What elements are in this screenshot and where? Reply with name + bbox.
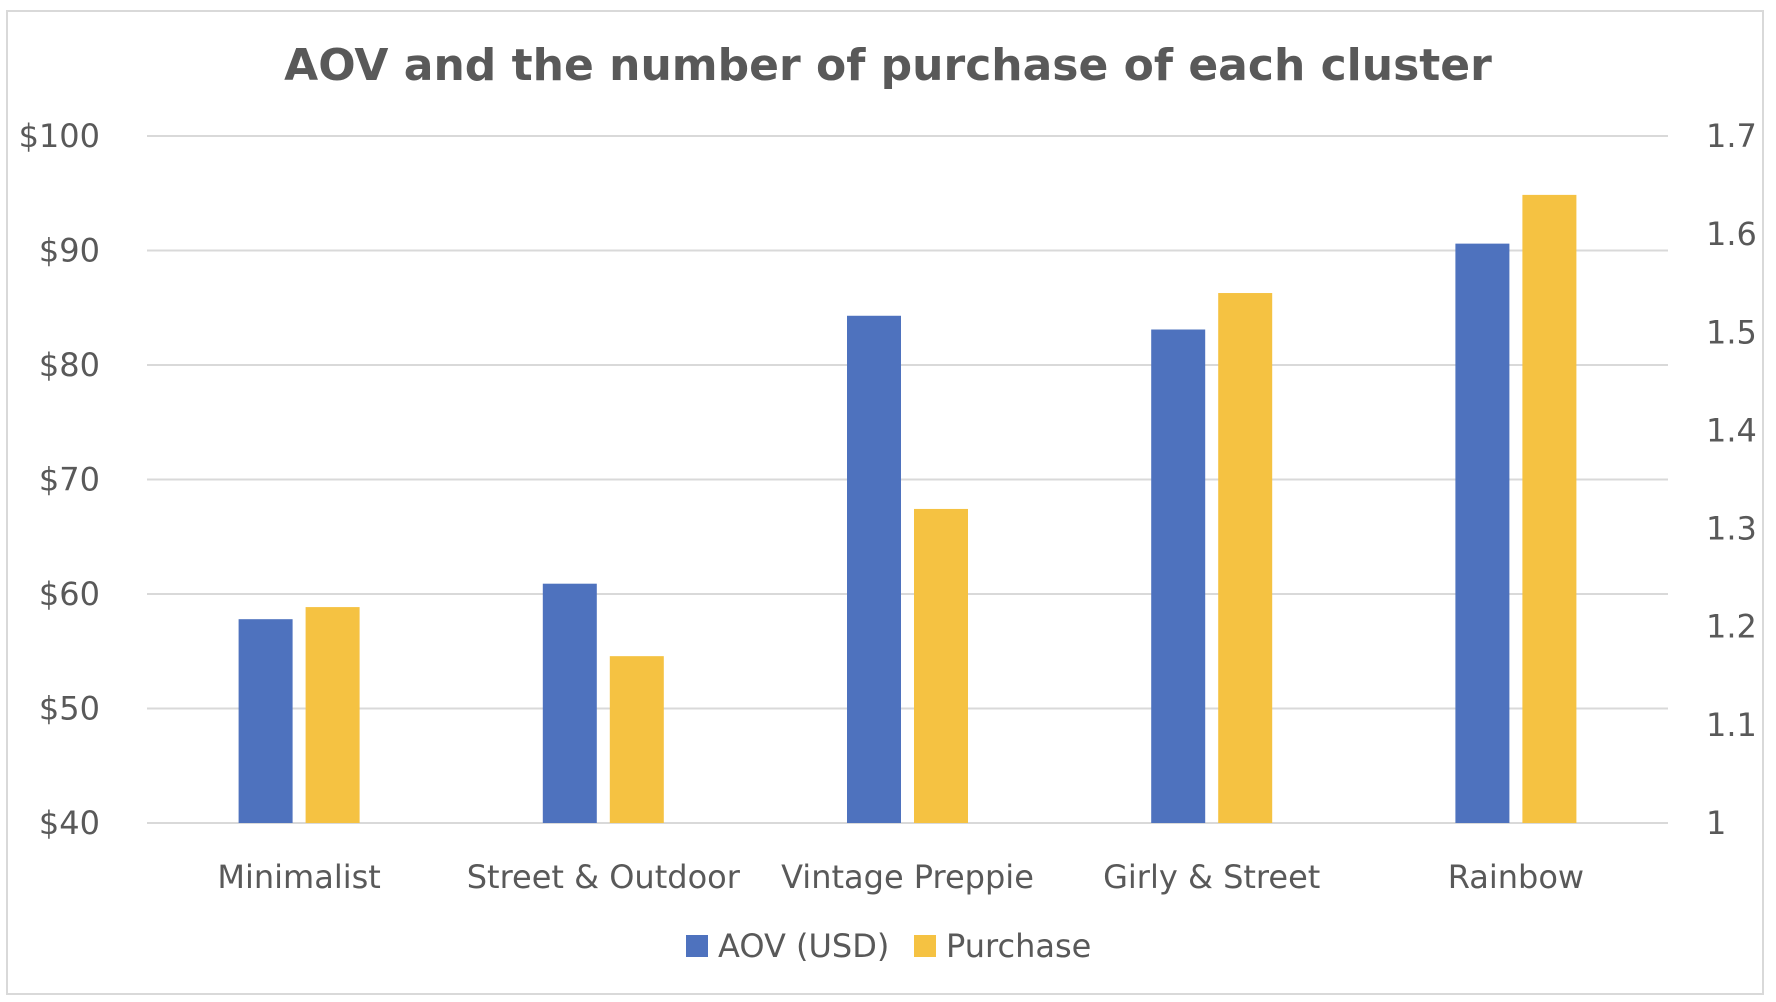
bar-purchase-girly-street xyxy=(1218,293,1273,823)
bar-aov-usd-girly-street xyxy=(1151,329,1206,823)
bar-purchase-street-outdoor xyxy=(609,656,664,823)
right-tick-label: 1.7 xyxy=(1706,117,1757,155)
bar-purchase-rainbow xyxy=(1522,194,1577,823)
bar-purchase-vintage-preppie xyxy=(914,508,968,823)
category-label: Minimalist xyxy=(217,858,380,896)
bars xyxy=(238,194,1577,823)
right-tick-label: 1.4 xyxy=(1706,411,1757,449)
left-tick-label: $60 xyxy=(39,575,100,613)
left-tick-label: $90 xyxy=(39,232,100,270)
legend-label-purchase: Purchase xyxy=(946,927,1091,965)
right-tick-label: 1.2 xyxy=(1706,608,1757,646)
left-tick-label: $80 xyxy=(39,346,100,384)
category-label: Girly & Street xyxy=(1103,858,1320,896)
right-tick-label: 1.3 xyxy=(1706,510,1757,548)
bar-aov-usd-street-outdoor xyxy=(542,583,597,823)
category-label: Street & Outdoor xyxy=(467,858,741,896)
left-tick-label: $50 xyxy=(39,690,100,728)
category-label: Vintage Preppie xyxy=(781,858,1034,896)
legend-label-aov-usd: AOV (USD) xyxy=(718,927,889,965)
right-tick-label: 1 xyxy=(1706,804,1726,842)
right-tick-label: 1.5 xyxy=(1706,313,1757,351)
legend-swatch-aov-usd xyxy=(686,935,708,957)
left-tick-label: $70 xyxy=(39,461,100,499)
bar-aov-usd-vintage-preppie xyxy=(847,315,901,823)
right-tick-label: 1.6 xyxy=(1706,215,1757,253)
legend: AOV (USD) Purchase xyxy=(686,927,1091,965)
legend-swatch-purchase xyxy=(914,935,936,957)
gridlines xyxy=(147,135,1668,824)
right-axis: 1 1.1 1.2 1.3 1.4 1.5 1.6 1.7 xyxy=(1706,117,1757,842)
bar-aov-usd-rainbow xyxy=(1455,243,1510,823)
right-tick-label: 1.1 xyxy=(1706,706,1757,744)
left-axis: $40 $50 $60 $70 $80 $90 $100 xyxy=(19,117,100,842)
bar-purchase-minimalist xyxy=(305,607,360,823)
chart-title: AOV and the number of purchase of each c… xyxy=(284,40,1492,91)
bar-aov-usd-minimalist xyxy=(238,619,293,823)
left-tick-label: $40 xyxy=(39,804,100,842)
category-labels: Minimalist Street & Outdoor Vintage Preppi… xyxy=(217,858,1584,896)
left-tick-label: $100 xyxy=(19,117,100,155)
category-label: Rainbow xyxy=(1448,858,1584,896)
